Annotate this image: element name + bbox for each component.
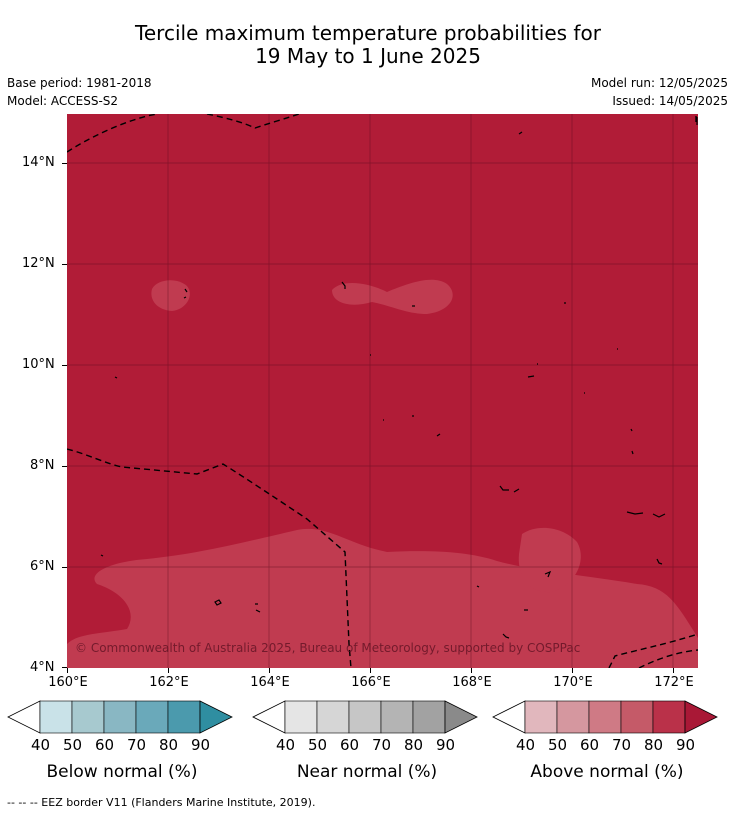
colorbar-swatch bbox=[556, 700, 590, 734]
lon-label-164e: 164°E bbox=[250, 675, 290, 690]
lon-tick bbox=[67, 668, 68, 673]
islands bbox=[100, 117, 698, 639]
map-canvas bbox=[67, 114, 698, 668]
colorbar-above-normal-graphic bbox=[492, 700, 718, 734]
colorbar-near-normal bbox=[252, 700, 482, 740]
meta-right: Model run: 12/05/2025 Issued: 14/05/2025 bbox=[591, 74, 728, 110]
probability-region-island-east bbox=[518, 527, 581, 593]
colorbar-swatch bbox=[412, 700, 446, 734]
legend-below-normal-title: Below normal (%) bbox=[46, 762, 198, 782]
lat-label-8n: 8°N bbox=[30, 458, 55, 473]
map-panel: © Commonwealth of Australia 2025, Bureau… bbox=[67, 114, 698, 668]
colorbar-tick-label: 60 bbox=[340, 736, 360, 754]
colorbar-swatch bbox=[39, 700, 73, 734]
lon-label-172e: 172°E bbox=[654, 675, 694, 690]
map-title: Tercile maximum temperature probabilitie… bbox=[0, 22, 736, 68]
colorbar-below-normal bbox=[7, 700, 237, 740]
lat-label-12n: 12°N bbox=[22, 256, 55, 271]
colorbar-tick-label: 50 bbox=[548, 736, 568, 754]
title-line-1: Tercile maximum temperature probabilitie… bbox=[135, 21, 601, 45]
legend-above-normal-title: Above normal (%) bbox=[530, 762, 684, 782]
colorbar-swatch bbox=[620, 700, 654, 734]
lon-tick bbox=[471, 668, 472, 673]
eez-footnote: -- -- -- EEZ border V11 (Flanders Marine… bbox=[7, 796, 316, 809]
colorbar-tick-label: 80 bbox=[159, 736, 179, 754]
legend-near-normal-title: Near normal (%) bbox=[296, 762, 438, 782]
colorbar-below-normal-graphic bbox=[7, 700, 233, 734]
title-line-2: 19 May to 1 June 2025 bbox=[255, 44, 481, 68]
lat-tick bbox=[62, 567, 67, 568]
colorbar-swatch bbox=[135, 700, 169, 734]
colorbar-swatches bbox=[252, 700, 478, 734]
issued-date: Issued: 14/05/2025 bbox=[612, 94, 728, 108]
lat-tick bbox=[62, 163, 67, 164]
colorbar-swatch bbox=[167, 700, 201, 734]
colorbar-swatch bbox=[348, 700, 382, 734]
lat-label-4n: 4°N bbox=[30, 660, 55, 675]
graticule bbox=[67, 114, 698, 668]
lon-tick bbox=[673, 668, 674, 673]
colorbar-swatch bbox=[71, 700, 105, 734]
lon-tick bbox=[370, 668, 371, 673]
colorbar-tick-label: 40 bbox=[276, 736, 296, 754]
colorbar-tick-label: 90 bbox=[191, 736, 211, 754]
lon-tick bbox=[168, 668, 169, 673]
colorbar-near-normal-graphic bbox=[252, 700, 478, 734]
colorbar-tick-label: 90 bbox=[436, 736, 456, 754]
lat-label-6n: 6°N bbox=[30, 559, 55, 574]
colorbar-swatch bbox=[524, 700, 558, 734]
meta-left: Base period: 1981-2018 Model: ACCESS-S2 bbox=[7, 74, 152, 110]
lon-label-160e: 160°E bbox=[48, 675, 88, 690]
lat-label-14n: 14°N bbox=[22, 155, 55, 170]
lat-label-10n: 10°N bbox=[22, 357, 55, 372]
colorbar-swatch bbox=[284, 700, 318, 734]
colorbar-tick-label: 70 bbox=[612, 736, 632, 754]
colorbar-above-normal bbox=[492, 700, 722, 740]
lon-tick bbox=[269, 668, 270, 673]
colorbar-tick-label: 60 bbox=[580, 736, 600, 754]
lon-label-162e: 162°E bbox=[149, 675, 189, 690]
colorbar-swatch bbox=[380, 700, 414, 734]
probability-region-north-center bbox=[332, 279, 453, 314]
colorbar-over-arrow bbox=[444, 700, 478, 734]
colorbar-tick-label: 70 bbox=[372, 736, 392, 754]
probability-region-north-west bbox=[151, 280, 190, 311]
copyright-notice: © Commonwealth of Australia 2025, Bureau… bbox=[75, 641, 581, 655]
colorbar-tick-label: 40 bbox=[516, 736, 536, 754]
lat-tick bbox=[62, 264, 67, 265]
colorbar-swatch bbox=[103, 700, 137, 734]
eez-borders bbox=[67, 114, 698, 668]
lon-tick bbox=[572, 668, 573, 673]
colorbar-swatches bbox=[492, 700, 718, 734]
lat-tick bbox=[62, 667, 67, 668]
lat-tick bbox=[62, 466, 67, 467]
lon-label-170e: 170°E bbox=[553, 675, 593, 690]
model-run: Model run: 12/05/2025 bbox=[590, 76, 728, 90]
colorbar-tick-label: 50 bbox=[63, 736, 83, 754]
colorbar-swatch bbox=[316, 700, 350, 734]
colorbar-tick-label: 60 bbox=[95, 736, 115, 754]
base-period: Base period: 1981-2018 bbox=[7, 76, 152, 90]
colorbar-tick-label: 40 bbox=[31, 736, 51, 754]
colorbar-swatch bbox=[588, 700, 622, 734]
colorbar-over-arrow bbox=[199, 700, 233, 734]
lon-label-166e: 166°E bbox=[351, 675, 391, 690]
lat-tick bbox=[62, 365, 67, 366]
colorbar-over-arrow bbox=[684, 700, 718, 734]
model-name: Model: ACCESS-S2 bbox=[7, 94, 119, 108]
colorbar-under-arrow bbox=[492, 700, 526, 734]
lon-label-168e: 168°E bbox=[452, 675, 492, 690]
colorbar-under-arrow bbox=[7, 700, 41, 734]
colorbar-tick-label: 90 bbox=[676, 736, 696, 754]
colorbar-swatches bbox=[7, 700, 233, 734]
colorbar-swatch bbox=[652, 700, 686, 734]
colorbar-under-arrow bbox=[252, 700, 286, 734]
probability-region-70-80 bbox=[67, 528, 698, 668]
colorbar-tick-label: 80 bbox=[404, 736, 424, 754]
colorbar-tick-label: 50 bbox=[308, 736, 328, 754]
colorbar-tick-label: 80 bbox=[644, 736, 664, 754]
colorbar-tick-label: 70 bbox=[127, 736, 147, 754]
